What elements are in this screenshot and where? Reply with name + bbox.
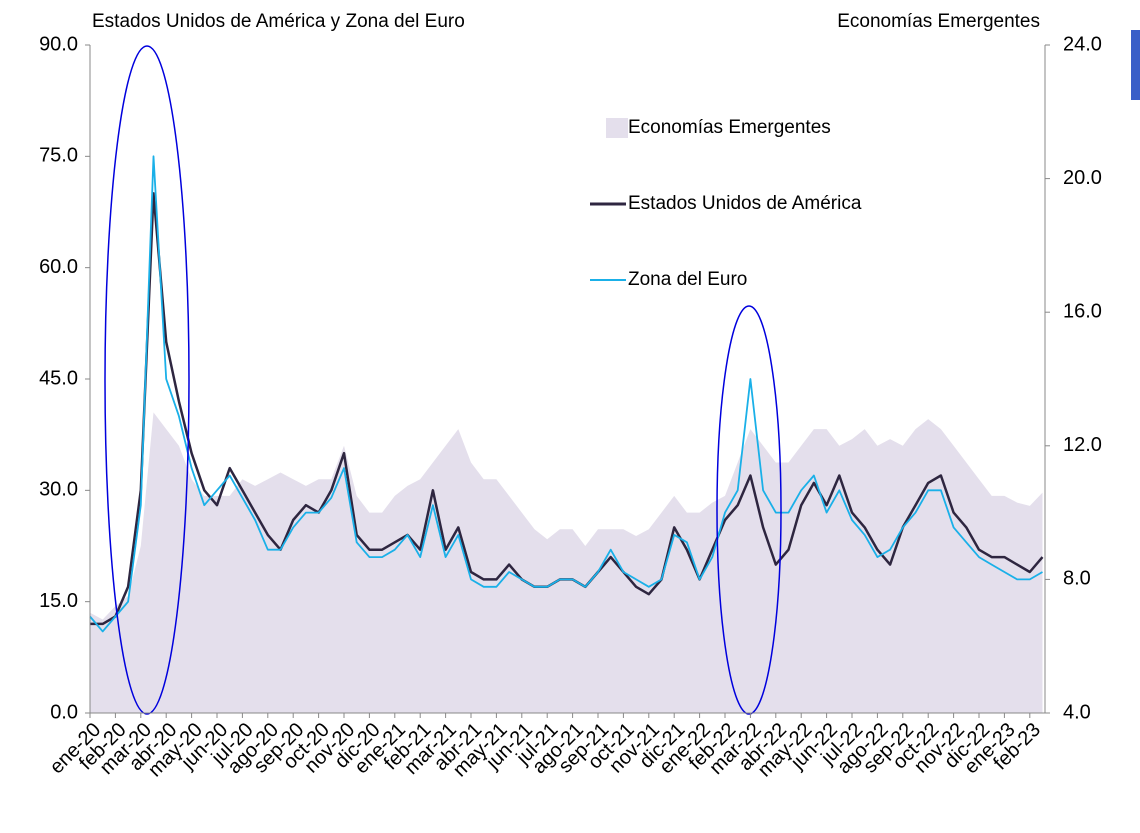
plot-area [89,155,1044,713]
y2-tick-label: 8.0 [1063,568,1091,590]
legend-label: Estados Unidos de América [628,193,862,214]
highlight-ellipse [104,45,190,715]
y-tick-label: 75.0 [39,145,78,167]
y-tick-label: 45.0 [39,367,78,389]
y-tick-label: 0.0 [50,701,78,723]
legend-label: Economías Emergentes [628,117,831,138]
y2-tick-label: 12.0 [1063,434,1102,456]
y-tick-label: 60.0 [39,256,78,278]
y2-tick-label: 20.0 [1063,167,1102,189]
legend: Economías Emergentes Estados Unidos de Am… [590,117,862,290]
y-tick-label: 15.0 [39,590,78,612]
y-tick-label: 30.0 [39,479,78,501]
y-axis-title: Estados Unidos de América y Zona del Eur… [92,11,465,32]
line [89,155,1043,633]
y2-tick-label: 4.0 [1063,701,1091,723]
y2-tick-label: 24.0 [1063,33,1102,55]
legend-swatch [606,118,628,138]
y2-axis-title: Economías Emergentes [837,11,1040,32]
legend-label: Zona del Euro [628,269,747,290]
highlight-ellipse [716,305,782,715]
y-tick-label: 90.0 [39,33,78,55]
edge-panel [1131,30,1140,100]
area [90,412,1043,713]
y2-tick-label: 16.0 [1063,300,1102,322]
